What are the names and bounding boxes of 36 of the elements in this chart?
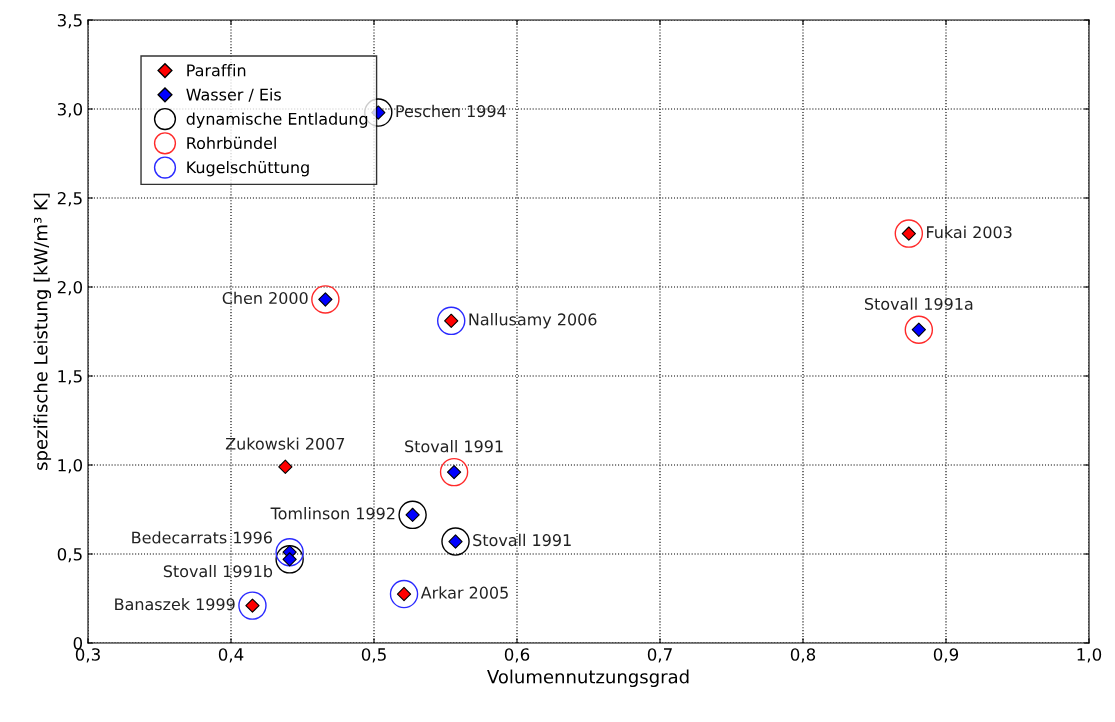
x-tick-label: 0,9 xyxy=(933,648,959,663)
annotation: Bedecarrats 1996 xyxy=(132,531,272,544)
x-axis-title: Volumennutzungsgrad xyxy=(487,669,689,688)
annotation: Stovall 1991b xyxy=(163,564,273,578)
y-tick-label: 1,5 xyxy=(58,370,82,385)
y-axis-title: spezifische Leistung [kW/m³ K] xyxy=(33,193,52,470)
annotation: Banaszek 1999 xyxy=(115,597,235,611)
annotation: Stovall 1991 xyxy=(405,440,503,453)
x-tick-label: 0,7 xyxy=(647,648,672,663)
y-tick-label: 3,0 xyxy=(57,102,83,118)
legend-label: Kugelschüttung xyxy=(187,160,309,177)
y-tick-label: 1,0 xyxy=(58,458,83,474)
annotation: Zukowski 2007 xyxy=(225,437,345,450)
annotation: Stovall 1991 xyxy=(473,533,571,547)
x-tick-label: 0,4 xyxy=(218,648,244,663)
y-tick-label: 0 xyxy=(73,636,83,650)
legend-label: Wasser / Eis xyxy=(186,88,281,102)
y-tick-label: 2,5 xyxy=(57,191,82,207)
legend-label: dynamische Entladung xyxy=(186,112,368,128)
annotation: Stovall 1991a xyxy=(864,297,973,310)
annotation: Fukai 2003 xyxy=(927,225,1012,239)
y-tick-label: 2,0 xyxy=(57,280,83,296)
legend-label: Paraffin xyxy=(187,64,246,77)
annotation: Arkar 2005 xyxy=(420,586,508,599)
legend-label: Rohrbündel xyxy=(187,136,276,150)
x-tick-label: 0,3 xyxy=(75,648,100,663)
y-tick-label: 3,5 xyxy=(57,13,82,29)
annotation: Tomlinson 1992 xyxy=(270,507,395,520)
annotation: Chen 2000 xyxy=(222,291,308,305)
x-tick-label: 1,0 xyxy=(1077,648,1102,663)
x-tick-label: 0,8 xyxy=(790,648,816,663)
x-tick-label: 0,5 xyxy=(361,648,386,663)
annotation: Nallusamy 2006 xyxy=(469,313,597,329)
x-tick-label: 0,6 xyxy=(504,648,530,663)
y-tick-label: 0,5 xyxy=(57,547,82,563)
annotation: Peschen 1994 xyxy=(396,104,506,118)
